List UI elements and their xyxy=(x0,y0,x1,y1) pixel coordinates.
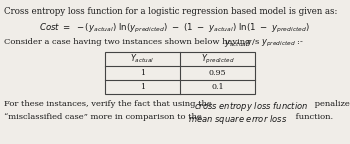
Text: v/s $\mathit{y}_{predicted}$ :-: v/s $\mathit{y}_{predicted}$ :- xyxy=(244,38,304,49)
Bar xyxy=(105,52,255,94)
Text: 1: 1 xyxy=(140,83,145,91)
Text: $\mathit{Y}_{actual}$: $\mathit{Y}_{actual}$ xyxy=(131,53,155,65)
Text: $\mathit{Y}_{predicted}$: $\mathit{Y}_{predicted}$ xyxy=(201,52,234,66)
Text: 0.1: 0.1 xyxy=(211,83,224,91)
Text: For these instances, verify the fact that using the: For these instances, verify the fact tha… xyxy=(4,100,214,108)
Text: $\mathit{cross\ entropy\ loss\ function}$: $\mathit{cross\ entropy\ loss\ function}… xyxy=(194,100,308,113)
Text: 0.95: 0.95 xyxy=(209,69,226,77)
Text: 1: 1 xyxy=(140,69,145,77)
Text: Cross entropy loss function for a logistic regression based model is given as:: Cross entropy loss function for a logist… xyxy=(4,7,337,16)
Text: $\mathit{Cost}\ =\ -(\mathit{y}_{actual})\ \mathrm{ln}(\mathit{y}_{predicted})\ : $\mathit{Cost}\ =\ -(\mathit{y}_{actual}… xyxy=(40,22,310,35)
Text: “misclassified case” more in comparison to the: “misclassified case” more in comparison … xyxy=(4,113,204,121)
Text: Consider a case having two instances shown below having: Consider a case having two instances sho… xyxy=(4,38,253,46)
Text: function.: function. xyxy=(293,113,333,121)
Text: penalizes the: penalizes the xyxy=(312,100,350,108)
Text: $\mathit{y}_{actual}$: $\mathit{y}_{actual}$ xyxy=(224,38,249,49)
Text: $\mathit{mean\ square\ error\ loss}$: $\mathit{mean\ square\ error\ loss}$ xyxy=(188,113,287,126)
